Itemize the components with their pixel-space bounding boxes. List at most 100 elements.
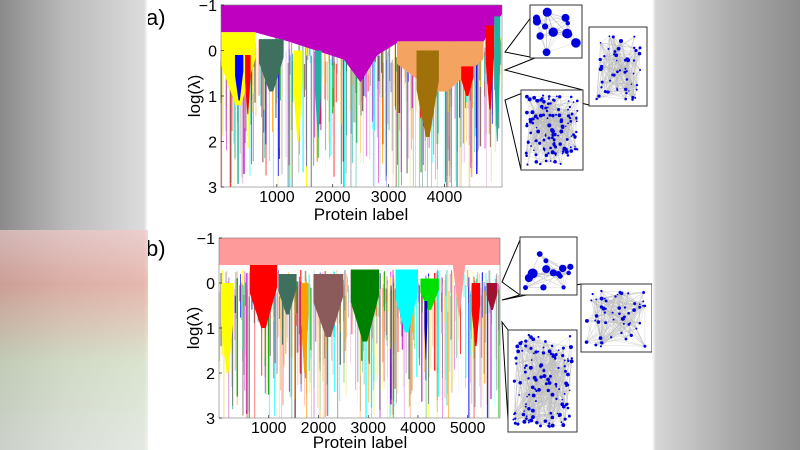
network-node [561, 125, 565, 130]
network-node [573, 135, 577, 139]
network-edge [605, 308, 623, 320]
network-edge [539, 253, 563, 269]
network-node [521, 349, 524, 352]
network-edge [550, 376, 566, 420]
network-node [614, 53, 619, 58]
network-node [550, 150, 555, 155]
network-edge [600, 42, 609, 93]
network-edge [548, 98, 577, 119]
network-edge [548, 103, 557, 115]
network-node [584, 340, 589, 344]
network-edge [563, 348, 573, 359]
network-node [527, 140, 530, 143]
network-node [598, 336, 603, 340]
network-node [541, 94, 545, 97]
network-edge [563, 386, 567, 407]
insets-a [503, 4, 648, 171]
network-node [599, 42, 602, 44]
network-edge [596, 91, 609, 100]
y-tick-label: 0 [206, 276, 215, 293]
network-node [550, 136, 554, 140]
network-node [622, 322, 625, 325]
x-tick-label: 3000 [350, 420, 386, 437]
network-node [599, 296, 604, 301]
network-edge [560, 147, 572, 165]
network-node [543, 340, 547, 343]
network-node [638, 46, 642, 50]
network-edge [535, 356, 554, 381]
network-edge [605, 293, 622, 309]
network-edge [564, 358, 573, 420]
network-node [540, 114, 543, 117]
network-node [521, 412, 526, 417]
network-edge [520, 382, 558, 414]
network-node [527, 333, 531, 337]
network-node [642, 300, 645, 303]
network-edge [533, 339, 553, 347]
network-node [554, 152, 557, 155]
network-edge [621, 293, 640, 305]
network-node [553, 159, 557, 164]
community-block-10 [485, 25, 495, 110]
network-node [570, 357, 574, 360]
network-edge [558, 360, 565, 369]
community-block-11 [486, 283, 498, 310]
network-edge [532, 273, 564, 288]
network-node [603, 297, 606, 300]
network-node [525, 403, 527, 406]
network-node [564, 403, 568, 407]
network-edge [609, 36, 634, 74]
network-node [547, 136, 551, 140]
network-node [532, 352, 535, 355]
network-node [571, 38, 581, 48]
network-node [548, 422, 551, 425]
network-node [625, 78, 629, 81]
network-edge [540, 121, 571, 165]
network-edge [528, 378, 553, 418]
network-node [643, 304, 647, 308]
network-node [544, 106, 548, 110]
network-edge [545, 260, 571, 268]
network-edge [602, 81, 637, 90]
network-node [585, 318, 589, 323]
plot-b: −1 0 1 2 3 1000 2000 3000 4000 5000 [197, 231, 501, 437]
network-node [553, 99, 556, 102]
network-edge [629, 303, 635, 324]
network-node [563, 392, 566, 395]
network-edge [586, 319, 614, 343]
network-node [601, 306, 606, 311]
y-tick-label: 3 [208, 180, 217, 197]
network-edge [621, 293, 635, 311]
network-node [642, 291, 646, 294]
network-edge [547, 107, 562, 121]
network-node [558, 264, 567, 273]
network-node [617, 306, 622, 310]
x-axis-label-b: Protein label [313, 433, 408, 450]
network-node [544, 382, 548, 386]
network-edge [550, 131, 562, 149]
network-edge [533, 339, 563, 356]
network-edge [540, 413, 558, 427]
network-node [549, 102, 552, 105]
x-tick-label: 5000 [450, 420, 486, 437]
network-edge [530, 355, 563, 421]
network-node [565, 137, 569, 141]
network-node [530, 359, 533, 361]
network-node [555, 386, 557, 388]
network-edge [565, 115, 569, 127]
network-edge [600, 42, 627, 94]
network-node [525, 94, 529, 99]
network-node [570, 112, 574, 116]
network-edge [600, 42, 605, 57]
network-node [568, 105, 572, 109]
network-edge [524, 335, 530, 368]
network-edge [534, 127, 537, 141]
network-edge [547, 101, 574, 108]
network-node [535, 389, 538, 393]
network-node [543, 258, 549, 264]
network-node [514, 356, 518, 360]
network-edge [586, 308, 604, 343]
network-node [635, 88, 638, 91]
network-node [554, 154, 557, 157]
network-edge [513, 413, 558, 420]
